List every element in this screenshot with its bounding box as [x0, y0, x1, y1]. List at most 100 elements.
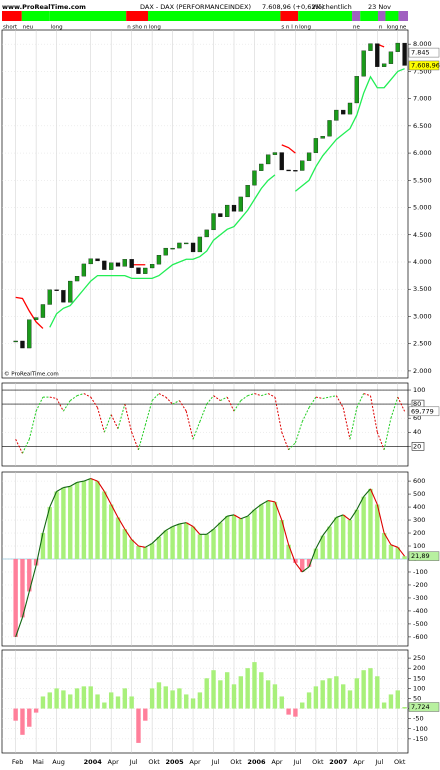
macd-bar	[224, 516, 230, 559]
macd-bar	[375, 504, 380, 559]
x-tick-label: Feb	[12, 758, 24, 766]
candle	[184, 242, 189, 245]
histogram-bar	[61, 690, 66, 709]
oscillator-segment	[247, 393, 255, 397]
macd-segment	[90, 477, 98, 482]
histogram-bar	[184, 694, 189, 709]
signal-segment	[148, 11, 281, 21]
histogram-bar	[122, 688, 128, 709]
histogram-bar	[81, 686, 87, 709]
y-tick-label: 100	[413, 386, 425, 394]
candle	[347, 102, 353, 115]
candle	[388, 51, 394, 64]
histogram-bar	[102, 702, 107, 709]
last-value-label: 69,779	[411, 407, 434, 415]
y-tick-label: 100	[413, 542, 425, 550]
candle	[102, 260, 107, 270]
macd-bar	[327, 526, 332, 559]
y-tick-label: 6.000	[413, 149, 432, 157]
histogram-bar	[143, 708, 148, 721]
macd-bar	[238, 518, 244, 559]
y-tick-label: 300	[413, 516, 425, 524]
macd-segment	[294, 562, 303, 573]
oscillator-segment	[369, 395, 378, 433]
histogram-bar	[334, 676, 339, 709]
macd-segment	[110, 504, 119, 518]
macd-segment	[76, 480, 84, 483]
candle	[375, 43, 380, 67]
candle	[361, 50, 366, 77]
macd-bar	[388, 544, 394, 559]
macd-segment	[329, 517, 337, 527]
macd-segment	[219, 515, 228, 524]
histogram-bar	[300, 702, 305, 709]
macd-bar	[177, 523, 182, 559]
candle	[354, 76, 359, 104]
oscillator-segment	[206, 395, 214, 405]
oscillator-segment	[315, 396, 323, 399]
histogram-bar	[320, 680, 325, 709]
macd-bar	[20, 559, 25, 618]
macd-bar	[313, 548, 319, 559]
histogram-bar	[47, 692, 52, 709]
histogram-bar	[163, 686, 168, 709]
y-tick-label: 4.000	[413, 258, 432, 266]
signal-label: ne	[399, 25, 406, 31]
macd-segment	[233, 514, 242, 520]
macd-segment	[63, 485, 71, 489]
signal-label: long	[149, 25, 161, 31]
macd-bar	[136, 546, 141, 559]
macd-bar	[13, 559, 18, 637]
histogram-bar	[54, 688, 59, 709]
candle	[313, 138, 319, 153]
histogram-bar	[204, 678, 209, 709]
candle	[81, 263, 87, 277]
y-tick-label: 8.000	[413, 40, 432, 48]
candle	[395, 42, 400, 52]
histogram-bar	[340, 684, 346, 709]
candle	[129, 259, 134, 268]
macd-segment	[369, 488, 378, 505]
histogram-bar	[259, 672, 264, 709]
oscillator-segment	[165, 396, 173, 405]
y-tick-label: -100	[413, 568, 428, 576]
histogram-bar	[177, 688, 182, 709]
histogram-bar	[20, 708, 25, 735]
watermark: © ProRealTime.com	[4, 371, 59, 378]
macd-segment	[49, 491, 58, 508]
last-value-box	[408, 702, 440, 712]
oscillator-segment	[15, 439, 23, 454]
macd-segment	[172, 523, 180, 528]
histogram-bar	[224, 672, 230, 709]
candle	[40, 304, 46, 318]
macd-segment	[397, 546, 406, 557]
oscillator-segment	[329, 395, 337, 398]
candle	[306, 152, 312, 161]
oscillator-segment	[199, 403, 208, 422]
oscillator-segment	[97, 407, 105, 433]
candle	[136, 267, 141, 274]
oscillator-segment	[220, 396, 228, 402]
macd-bar	[211, 529, 216, 559]
candle	[341, 109, 346, 115]
histogram-bar	[197, 692, 203, 709]
signal-label: s n l n	[281, 25, 298, 31]
macd-bar	[47, 507, 52, 559]
quote: 7.608,96 (+0,62%)	[262, 3, 324, 11]
x-tick-label: 2005	[166, 758, 185, 766]
signal-segment	[126, 11, 149, 21]
macd-bar	[361, 496, 366, 559]
histogram-bar	[115, 696, 121, 709]
oscillator-segment	[137, 425, 146, 450]
candle	[47, 289, 52, 305]
histogram-bar	[40, 696, 46, 709]
macd-segment	[97, 480, 105, 492]
macd-bar	[143, 547, 148, 559]
oscillator-segment	[274, 396, 283, 433]
x-tick-label: Apr	[353, 758, 365, 766]
macd-bar	[265, 500, 271, 559]
x-tick-label: Apr	[189, 758, 201, 766]
macd-bar	[88, 478, 93, 559]
y-tick-label: 4.500	[413, 231, 432, 239]
candle	[279, 152, 284, 171]
